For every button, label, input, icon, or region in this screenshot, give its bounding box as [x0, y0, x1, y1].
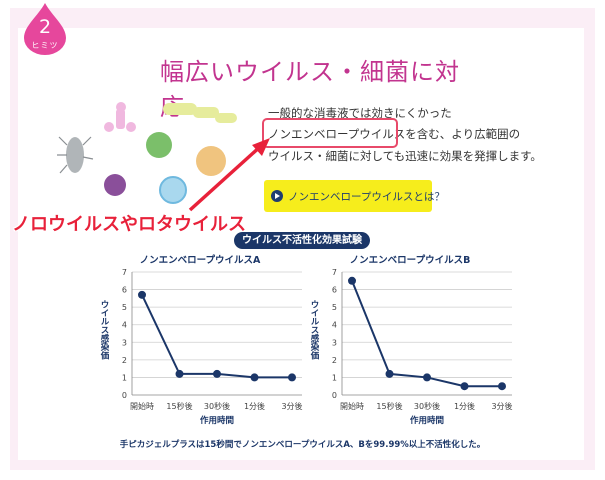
- data-point: [385, 369, 394, 378]
- y-axis-label: ウイルス感染価: [309, 300, 320, 360]
- series-line: [351, 280, 502, 388]
- y-tick-label: 2: [122, 356, 127, 365]
- annotation-text: ノロウイルスやロタウイルス: [12, 214, 246, 235]
- y-tick-label: 0: [332, 391, 337, 400]
- y-tick-label: 7: [332, 268, 337, 277]
- footnote: 手ピカジェルプラスは15秒間でノンエンベロープウイルスA、Bを99.99%以上不…: [119, 440, 486, 450]
- y-tick-label: 4: [122, 321, 127, 330]
- x-tick-label: 15秒後: [376, 401, 402, 411]
- badge-number: 2: [38, 16, 52, 38]
- x-tick-label: 開始時: [340, 401, 364, 411]
- data-point: [138, 290, 146, 299]
- y-tick-label: 6: [122, 286, 127, 295]
- link-button-label: ノンエンベロープウイルスとは？: [288, 191, 445, 203]
- highlight-box: [262, 118, 398, 148]
- chart-virus-a: ノンエンベロープウイルスA 0 1 2 3 4 5 6 7 開始時 15秒後 30秒後 1分後 3分後作…: [90, 252, 310, 432]
- y-tick-label: 4: [332, 321, 337, 330]
- data-point: [288, 373, 296, 382]
- x-tick-label: 30秒後: [204, 401, 230, 411]
- description-line-3: ウイルス・細菌に対しても迅速に効果を発揮します。: [268, 149, 542, 163]
- y-tick-label: 5: [332, 303, 337, 312]
- badge-label: ヒミツ: [31, 41, 59, 50]
- data-point: [250, 373, 259, 382]
- chart-virus-b: ノンエンベロープウイルスB 0 1 2 3 4 5 6 7 開始時 15秒後 30秒後 1分後 3分後作…: [300, 252, 520, 432]
- data-point: [498, 382, 506, 391]
- x-tick-label: 3分後: [281, 401, 302, 411]
- y-tick-label: 1: [122, 373, 127, 382]
- x-tick-label: 3分後: [491, 401, 512, 411]
- pink-bacteria-icon: [104, 102, 136, 132]
- himitsu-badge: 2 ヒミツ: [22, 2, 68, 56]
- x-tick-label: 1分後: [454, 401, 475, 411]
- x-tick-label: 開始時: [130, 401, 154, 411]
- drop-shape-icon: [24, 3, 66, 55]
- orange-virus-icon: [196, 146, 226, 176]
- y-tick-label: 3: [332, 338, 337, 347]
- y-tick-label: 0: [122, 391, 127, 400]
- blue-virus-icon: [159, 176, 187, 204]
- green-virus-icon: [146, 132, 172, 158]
- play-icon: [271, 190, 283, 202]
- rod-bacteria-icon: [163, 103, 237, 123]
- data-point: [348, 276, 356, 285]
- x-tick-label: 30秒後: [414, 401, 440, 411]
- section-title: ウイルス不活性化効果試験: [234, 232, 370, 249]
- description-line-1: 一般的な消毒液では効きにくかった: [268, 106, 452, 120]
- y-tick-label: 7: [122, 268, 127, 277]
- data-point: [423, 373, 431, 382]
- non-enveloped-virus-link-button[interactable]: ノンエンベロープウイルスとは？: [264, 180, 445, 212]
- description-line-2: ノンエンベロープウイルスを含む、より広範囲の: [268, 127, 521, 141]
- y-tick-label: 5: [122, 303, 127, 312]
- bacterium-legs-icon: [57, 136, 94, 174]
- data-point: [460, 382, 469, 391]
- y-tick-label: 6: [332, 286, 337, 295]
- purple-virus-icon: [104, 174, 126, 196]
- chart-title: ノンエンベロープウイルスA: [139, 255, 261, 266]
- y-tick-label: 1: [332, 373, 337, 382]
- germ-illustration: [57, 102, 237, 204]
- x-tick-label: 1分後: [244, 401, 265, 411]
- data-point: [175, 369, 184, 378]
- y-tick-label: 3: [122, 338, 127, 347]
- data-point: [213, 369, 221, 378]
- y-tick-label: 2: [332, 356, 337, 365]
- x-axis-label: 作用時間: [410, 415, 444, 426]
- x-axis-label: 作用時間: [200, 415, 234, 426]
- chart-title: ノンエンベロープウイルスB: [349, 255, 471, 266]
- x-tick-label: 15秒後: [166, 401, 192, 411]
- bacterium-icon: [66, 137, 84, 173]
- y-axis-label: ウイルス感染価: [99, 300, 110, 360]
